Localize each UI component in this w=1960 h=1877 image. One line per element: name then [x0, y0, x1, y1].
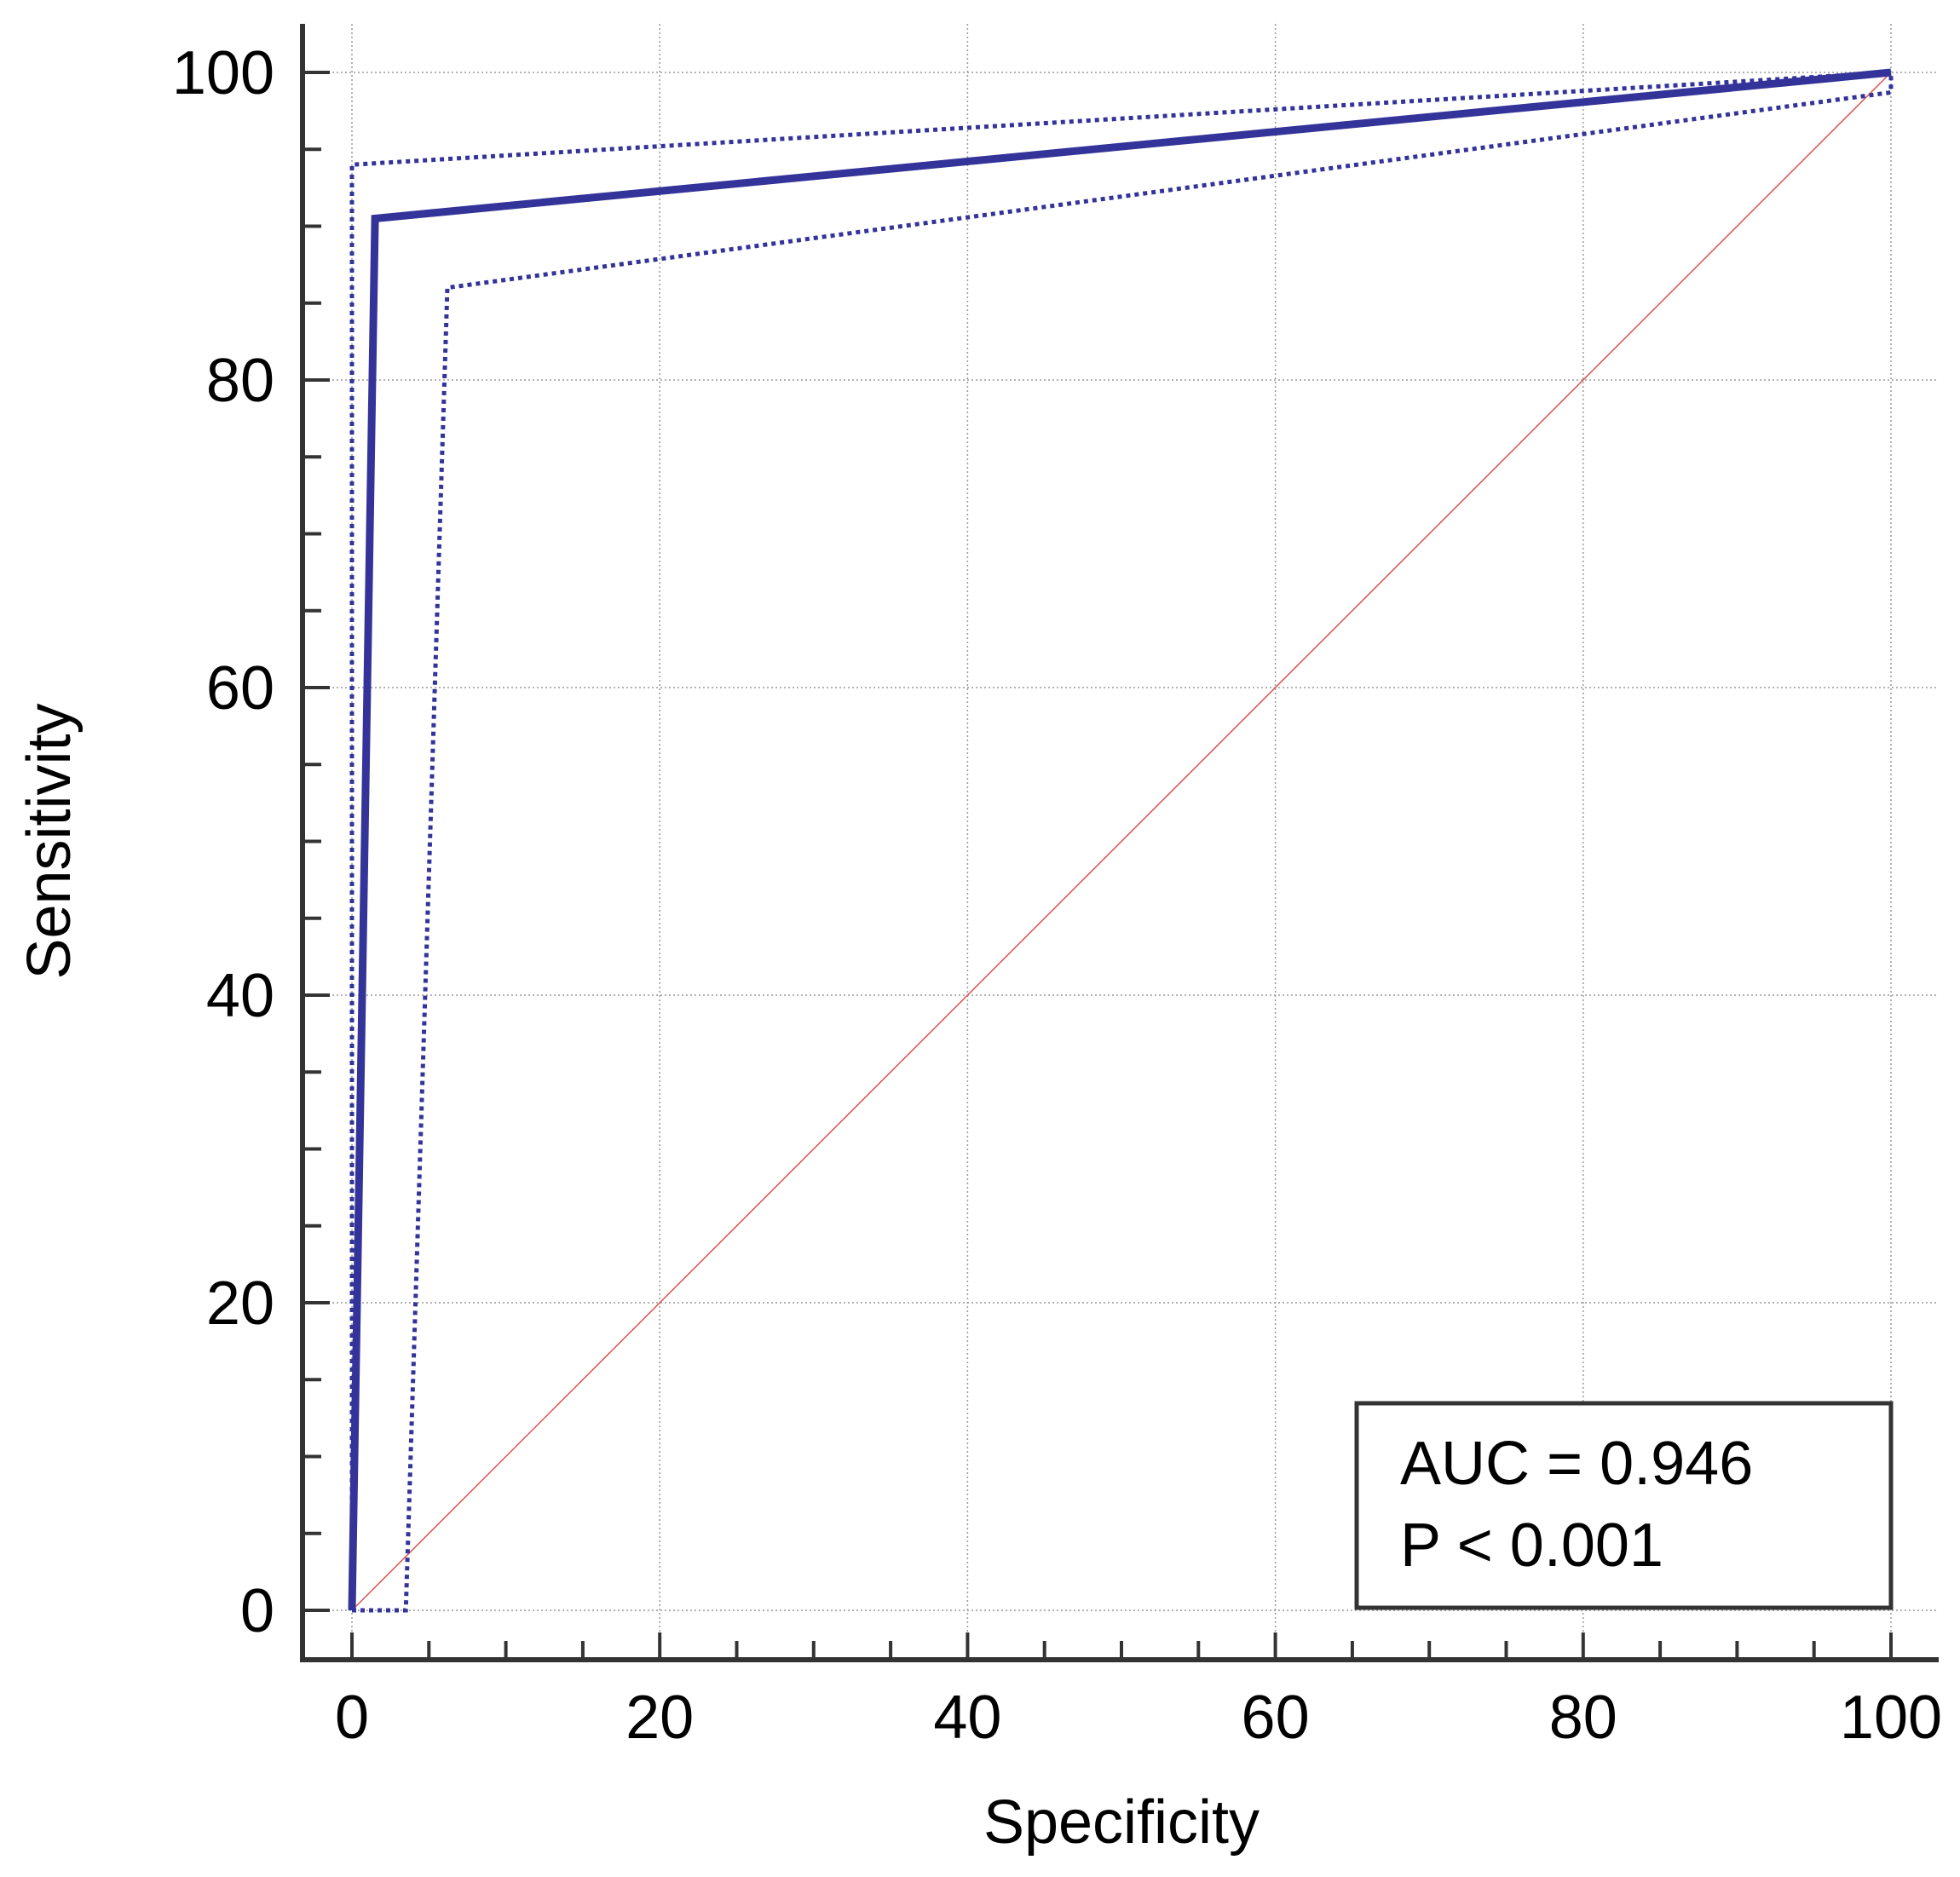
x-tick-label: 60: [1242, 1684, 1310, 1752]
x-tick-label: 0: [335, 1684, 369, 1752]
p-value-text: P < 0.001: [1400, 1511, 1663, 1580]
roc-curve: [348, 68, 1892, 1611]
x-tick-labels: 0 20 40 60 80 100: [335, 1684, 1942, 1752]
y-tick-label: 60: [206, 654, 274, 723]
y-tick-label: 0: [240, 1577, 274, 1645]
confidence-bound-2: [352, 72, 1894, 1613]
annotation-box-frame: [1354, 1401, 1894, 1610]
x-tick-label: 100: [1840, 1684, 1942, 1752]
y-tick-label: 40: [206, 962, 274, 1030]
confidence-bound-1: [349, 70, 1892, 1610]
y-tick-label: 80: [206, 347, 274, 415]
y-tick-label: 100: [172, 39, 274, 107]
y-axis-title: Sensitivity: [15, 703, 84, 979]
y-tick-label: 20: [206, 1270, 274, 1338]
x-tick-label: 40: [933, 1684, 1001, 1752]
axes: [300, 24, 1939, 1662]
grid: [303, 24, 1939, 1660]
y-tick-labels: 0 20 40 60 80 100: [172, 39, 274, 1645]
auc-text: AUC = 0.946: [1400, 1430, 1753, 1498]
x-tick-label: 80: [1549, 1684, 1617, 1752]
x-tick-label: 20: [625, 1684, 694, 1752]
auc-annotation-box: AUC = 0.946 P < 0.001: [1354, 1401, 1894, 1610]
reference-diagonal-line: [351, 72, 1892, 1611]
reference-line-group: [351, 72, 1892, 1611]
roc-curves: [348, 68, 1894, 1613]
x-axis-title: Specificity: [983, 1788, 1260, 1857]
